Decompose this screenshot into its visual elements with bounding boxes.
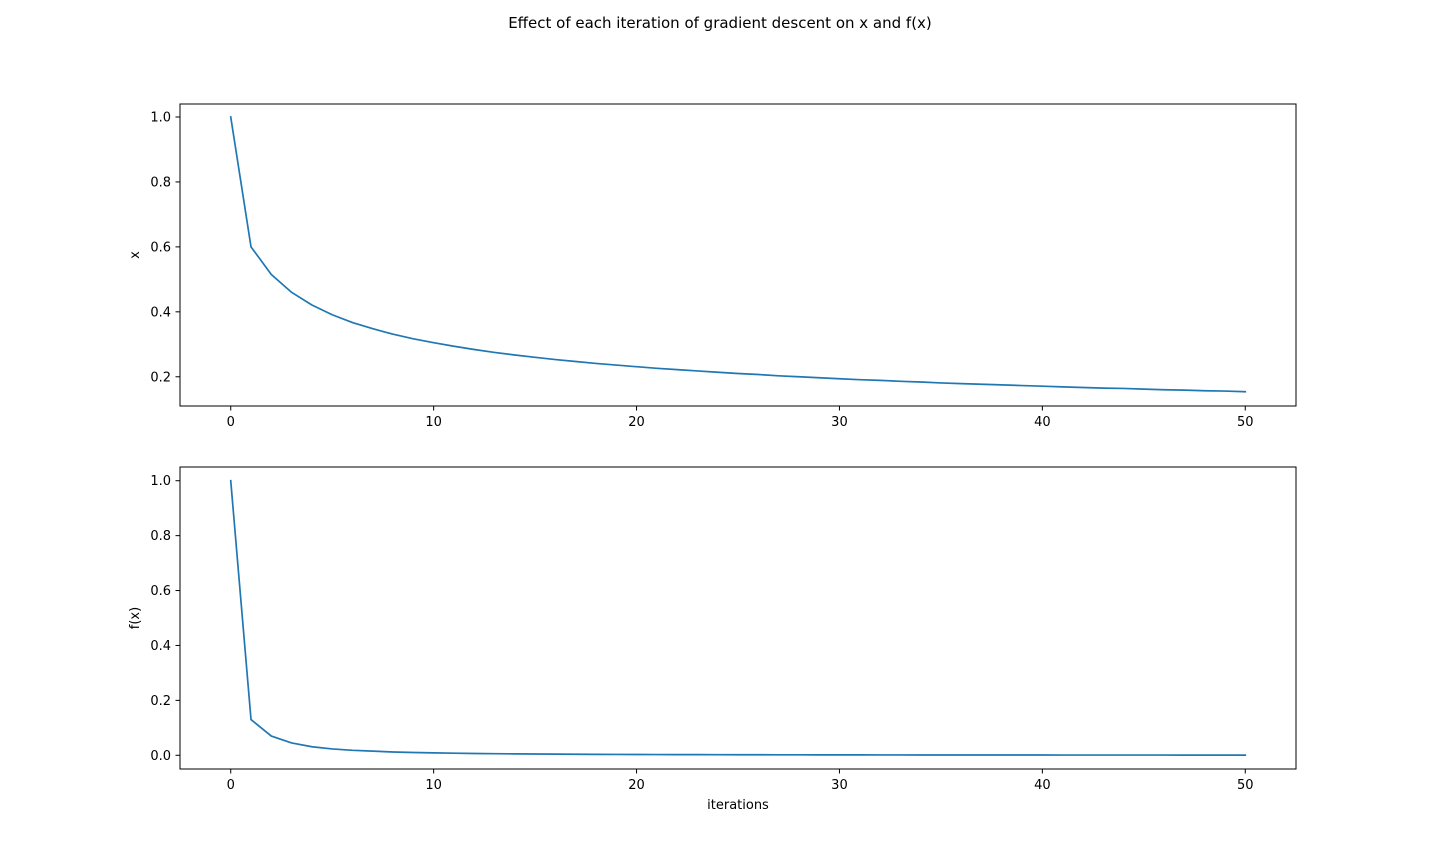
panel-1-x-tick-label-40: 40 [1034, 415, 1051, 430]
panel-1-y-tick-label-0.4: 0.4 [150, 305, 171, 320]
panel-1-y-tick-label-0.8: 0.8 [150, 175, 171, 190]
panel-1-y-axis-label: x [128, 251, 143, 259]
panel-1-series-line-1 [229, 116, 1247, 393]
panel-2-y-tick-label-0.4: 0.4 [150, 639, 171, 654]
panel-2: 0 10 20 30 40 50 0.0 0.2 0.4 0.6 0.8 1.0 f(x) iterati… [128, 466, 1297, 813]
panel-2-axes-frame [179, 466, 1297, 770]
panel-2-y-tick-label-0.0: 0.0 [150, 749, 171, 764]
panel-1-y-tick-label-0.2: 0.2 [150, 370, 171, 385]
panel-1-x-tick-label-30: 30 [831, 415, 848, 430]
panel-2-x-tick-label-10: 10 [425, 778, 442, 793]
panel-2-series-line-1 [229, 479, 1247, 756]
panel-2-x-tick-label-40: 40 [1034, 778, 1051, 793]
panel-2-y-tick-label-0.2: 0.2 [150, 694, 171, 709]
panel-2-y-tick-label-0.6: 0.6 [150, 584, 171, 599]
panel-2-y-axis-label: f(x) [128, 607, 143, 629]
panel-1-x-tick-label-20: 20 [628, 415, 645, 430]
panel-1-y-tick-label-1.0: 1.0 [150, 110, 171, 125]
panel-2-x-tick-label-50: 50 [1237, 778, 1254, 793]
panel-2-y-tick-label-0.8: 0.8 [150, 529, 171, 544]
panel-1: 0 10 20 30 40 50 0.2 0.4 0.6 0.8 1.0 x [128, 103, 1297, 430]
panel-1-x-tick-label-50: 50 [1237, 415, 1254, 430]
panel-2-x-tick-label-30: 30 [831, 778, 848, 793]
panel-2-x-tick-label-0: 0 [227, 778, 235, 793]
panel-2-x-axis-label: iterations [707, 798, 769, 813]
panel-2-y-tick-label-1.0: 1.0 [150, 474, 171, 489]
panel-1-x-tick-label-0: 0 [227, 415, 235, 430]
panel-1-axes-frame [179, 103, 1297, 407]
panel-1-y-tick-label-0.6: 0.6 [150, 240, 171, 255]
panel-1-x-tick-label-10: 10 [425, 415, 442, 430]
panel-2-x-tick-label-20: 20 [628, 778, 645, 793]
figure-title: Effect of each iteration of gradient des… [508, 14, 932, 32]
